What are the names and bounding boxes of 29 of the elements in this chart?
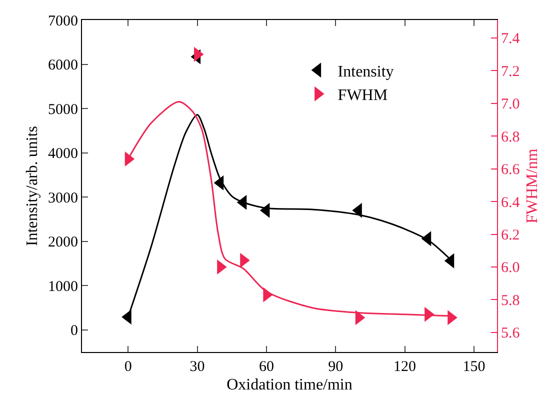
y2-tick-label: 6.0 [501, 260, 520, 276]
y2-tick-label: 6.8 [501, 129, 520, 146]
y-tick-label: 4000 [48, 146, 78, 162]
y2-axis-title: FWHM/nm [524, 148, 541, 224]
y2-tick-label: 7.0 [501, 96, 520, 113]
legend-label: FWHM [338, 87, 388, 104]
y2-tick-label: 6.6 [501, 162, 520, 178]
y-tick-label: 1000 [48, 278, 78, 295]
y-tick-label: 3000 [48, 190, 78, 206]
x-axis-title: Oxidation time/min [226, 376, 352, 394]
y2-tick-label: 7.4 [501, 31, 520, 48]
y-tick-label: 5000 [48, 102, 78, 118]
y2-tick-label: 5.8 [501, 292, 520, 309]
y-axis-title: Intensity/arb. units [24, 126, 41, 246]
x-tick-label: 60 [258, 359, 274, 375]
y-tick-label: 0 [70, 323, 78, 340]
x-tick-label: 150 [462, 359, 486, 375]
y-tick-label: 6000 [48, 58, 78, 74]
x-tick-label: 0 [124, 359, 132, 375]
x-tick-label: 90 [328, 359, 344, 375]
y-tick-label: 7000 [48, 13, 78, 30]
legend-label: Intensity [338, 63, 394, 80]
y2-tick-label: 6.4 [501, 194, 520, 211]
x-tick-label: 120 [394, 359, 416, 375]
y2-tick-label: 6.2 [501, 228, 520, 244]
y-tick-label: 2000 [48, 234, 78, 251]
y2-tick-label: 5.6 [501, 326, 520, 342]
x-tick-label: 30 [190, 359, 205, 375]
y2-tick-label: 7.2 [501, 64, 520, 80]
